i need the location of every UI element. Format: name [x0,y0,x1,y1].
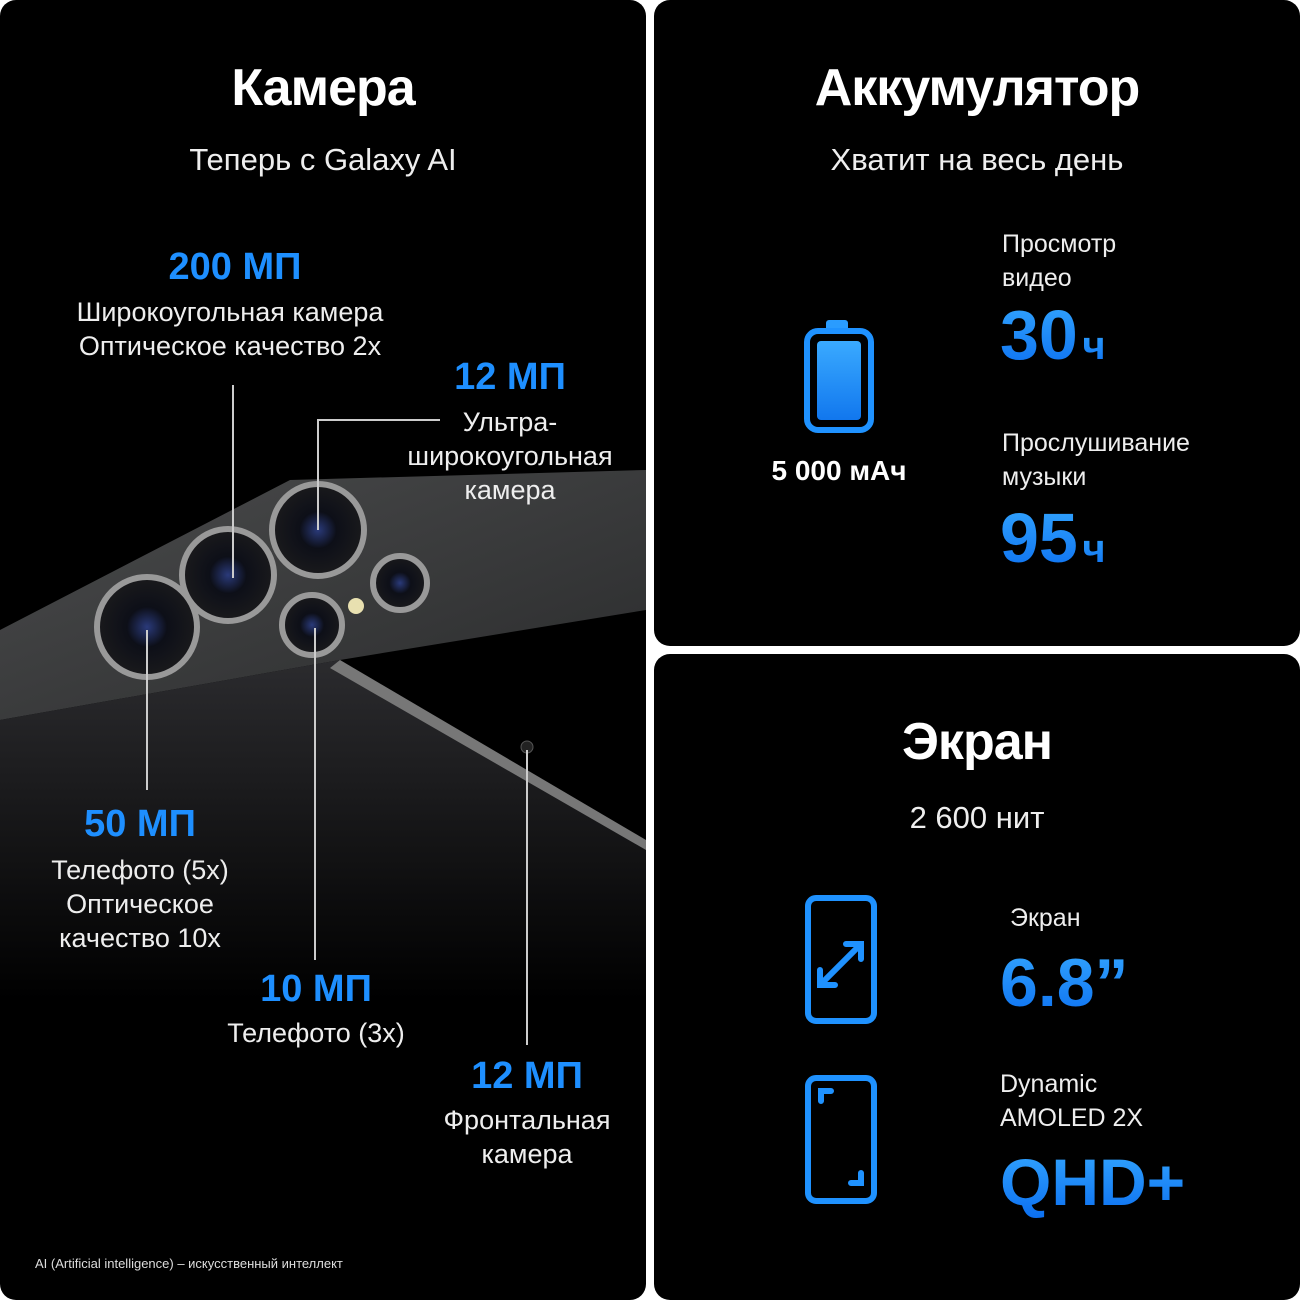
spec-line: Оптическое [66,889,214,919]
spec-tele3-desc: Телефото (3x) [166,1016,466,1050]
screen-size-value: 6.8” [1000,945,1129,1021]
label-line: музыки [1002,463,1087,491]
screen-icons [805,895,877,1204]
spec-front-value: 12 МП [471,1055,583,1097]
screen-size-label: Экран [1010,904,1081,932]
spec-line: Телефото (5x) [51,855,229,885]
spec-line: широкоугольная [407,441,613,471]
spec-line: камера [464,475,556,505]
camera-title: Камера [231,59,415,117]
spec-ultrawide-value: 12 МП [454,356,566,398]
spec-line: Широкоугольная камера [76,297,384,327]
screen-resolution-icon [805,1075,877,1204]
video-label: Просмотр видео [1002,227,1116,295]
spec-line: камера [481,1139,573,1169]
screen-size-icon [805,895,877,1024]
music-label: Прослушивание музыки [1002,426,1190,494]
spec-line: Телефото (3x) [227,1018,405,1048]
video-value: 30 [1000,296,1078,374]
footnote: AI (Artificial intelligence) – искусстве… [35,1256,343,1271]
spec-tele3-value: 10 МП [260,968,372,1010]
battery-subtitle: Хватит на весь день [830,142,1124,177]
hours-unit: ч [1082,324,1106,368]
battery-title: Аккумулятор [814,59,1141,117]
spec-tele5-desc: Телефото (5x) Оптическое качество 10x [10,853,270,955]
spec-ultrawide-desc: Ультра- широкоугольная камера [380,405,640,507]
spec-line: Оптическое качество 2x [78,331,382,361]
spec-wide-desc: Широкоугольная камера Оптическое качеств… [20,295,440,363]
label-line: Dynamic [1000,1070,1098,1098]
label-line: Просмотр [1002,230,1117,258]
label-line: AMOLED 2X [1000,1104,1144,1132]
label-line: Прослушивание [1002,429,1190,457]
spec-tele5-value: 50 МП [84,803,196,845]
spec-line: Ультра- [462,407,558,437]
camera-subtitle: Теперь с Galaxy AI [189,142,457,177]
screen-title: Экран [901,713,1053,771]
battery-full-icon [804,320,874,433]
battery-panel: Аккумулятор Хватит на весь день 5 000 мА… [654,0,1300,646]
screen-subtitle: 2 600 нит [909,800,1045,835]
spec-line: качество 10x [59,923,221,953]
battery-capacity: 5 000 мАч [771,455,907,486]
spec-line: Фронтальная [443,1105,611,1135]
hours-unit: ч [1082,527,1106,571]
spec-wide-value: 200 МП [168,246,302,288]
video-hours: 30 ч [1000,295,1106,375]
screen-panel: Экран 2 600 нит Экран 6.8” Dynamic AMOLE… [654,654,1300,1300]
music-value: 95 [1000,499,1078,577]
music-hours: 95 ч [1000,498,1106,578]
phone-image [0,385,646,1045]
screen-type-label: Dynamic AMOLED 2X [1000,1067,1143,1135]
screen-resolution: QHD+ [1000,1145,1186,1219]
camera-panel: Камера Теперь с Galaxy AI 200 МП Широкоу… [0,0,646,1300]
label-line: видео [1002,264,1072,292]
spec-front-desc: Фронтальная камера [407,1103,646,1171]
